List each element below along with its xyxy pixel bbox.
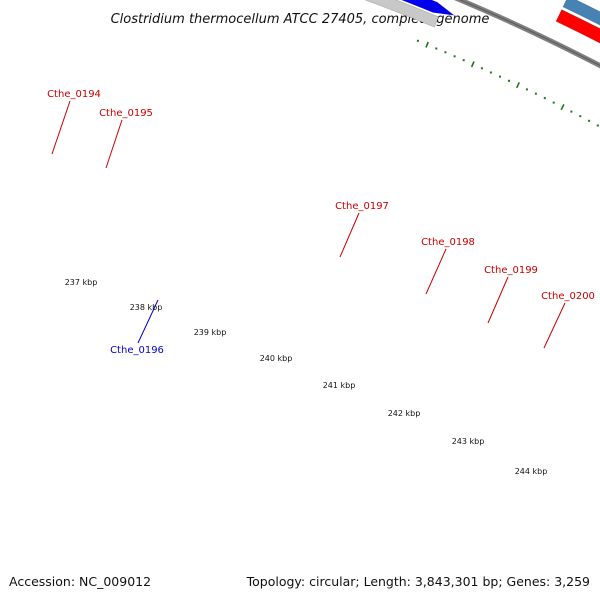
tick-dots-layer — [416, 39, 599, 127]
tick-dot — [435, 47, 438, 50]
scale-label: 238 kbp — [130, 303, 163, 312]
scale-label: 242 kbp — [388, 409, 421, 418]
tick-dot — [570, 110, 573, 113]
gene-label-cthe-0197[interactable]: Cthe_0197 — [335, 201, 389, 212]
leader-line-cthe-0200 — [543, 302, 566, 349]
gene-label-cthe-0198[interactable]: Cthe_0198 — [421, 237, 475, 248]
gene-label-cthe-0196[interactable]: Cthe_0196 — [110, 345, 164, 356]
tick-dot — [579, 115, 582, 118]
accession-text: Accession: NC_009012 — [9, 574, 151, 589]
scale-label: 239 kbp — [194, 328, 227, 337]
leader-line-cthe-0198 — [425, 248, 447, 295]
scale-label: 243 kbp — [452, 437, 485, 446]
tick-dot — [534, 92, 537, 95]
tick-dot — [444, 51, 447, 54]
tick-mark — [425, 41, 429, 48]
gene-label-cthe-0195[interactable]: Cthe_0195 — [99, 108, 153, 119]
tick-dot — [480, 67, 483, 70]
scale-labels-layer: 237 kbp 238 kbp 239 kbp 240 kbp 241 kbp 242 k… — [65, 278, 548, 476]
gene-label-cthe-0194[interactable]: Cthe_0194 — [47, 89, 101, 100]
leader-line-cthe-0196 — [137, 299, 159, 344]
leader-line-cthe-0195 — [105, 119, 123, 169]
scale-label: 244 kbp — [515, 467, 548, 476]
tick-dot — [489, 71, 492, 74]
tick-mark — [470, 61, 475, 68]
tick-dot — [552, 101, 555, 104]
leader-line-cthe-0197 — [339, 212, 360, 258]
tick-dot — [596, 124, 599, 127]
gene-feature-cthe-0196-blue — [400, 0, 455, 16]
leader-line-cthe-0199 — [487, 276, 509, 324]
features-layer — [364, 0, 600, 44]
gene-feature-steel-blue — [562, 0, 600, 26]
backbone-layer — [453, 0, 600, 69]
tick-dot — [508, 79, 510, 82]
scale-label: 240 kbp — [260, 354, 293, 363]
scale-label: 237 kbp — [65, 278, 98, 287]
scale-label: 241 kbp — [323, 381, 356, 390]
tick-mark — [560, 104, 565, 111]
gene-label-cthe-0200[interactable]: Cthe_0200 — [541, 291, 595, 302]
tick-dot — [525, 88, 528, 91]
tick-dot — [543, 97, 546, 100]
cds-arrow — [555, 9, 600, 44]
leader-line-cthe-0194 — [51, 100, 71, 155]
map-title: Clostridium thermocellum ATCC 27405, com… — [111, 12, 490, 27]
tick-mark — [515, 82, 521, 89]
tick-dot — [499, 75, 501, 78]
tick-dot — [416, 39, 419, 42]
gene-feature-cthe-0196-gray — [364, 0, 439, 28]
inner-tick-ring — [416, 39, 599, 127]
tick-dot — [588, 119, 591, 122]
genome-backbone-edge — [458, 0, 600, 67]
tick-dot — [462, 59, 465, 62]
genome-stats-text: Topology: circular; Length: 3,843,301 bp… — [246, 574, 590, 589]
gene-label-cthe-0199[interactable]: Cthe_0199 — [484, 265, 538, 276]
tick-dot — [453, 55, 456, 58]
gene-labels-layer: Cthe_0194 Cthe_0195 Cthe_0196 Cthe_0197 Cthe… — [47, 89, 595, 356]
genome-backbone — [453, 0, 600, 69]
